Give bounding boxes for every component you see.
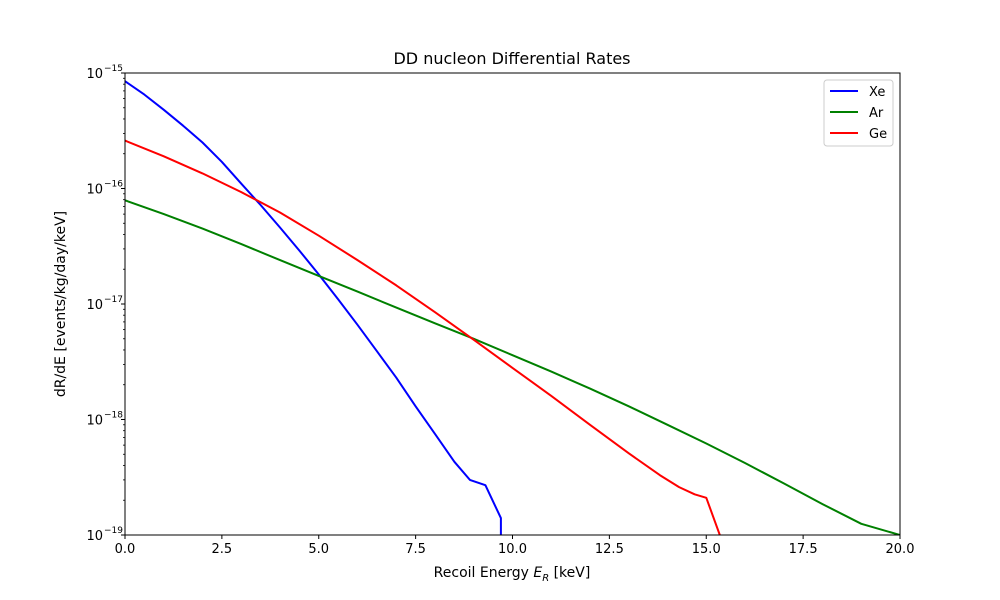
y-axis-label: dR/dE [events/kg/day/keV]	[53, 211, 69, 397]
y-tick-exponent: −16	[104, 180, 123, 190]
y-tick-base: 10	[86, 183, 103, 198]
y-tick-base: 10	[86, 298, 103, 313]
x-tick-label: 5.0	[308, 542, 329, 557]
legend-label-ar: Ar	[869, 106, 884, 121]
series-line-ar	[125, 199, 900, 535]
y-tick-base: 10	[86, 67, 103, 82]
x-axis-label-suffix: [keV]	[549, 565, 590, 581]
x-axis: 0.0 2.5 5.0 7.5 10.0 12.5 15.0 17.5 20.0	[115, 535, 915, 557]
y-tick-exponent: −19	[104, 526, 123, 536]
legend: Xe Ar Ge	[823, 79, 894, 147]
x-axis-label-variable: E	[533, 565, 542, 581]
series-line-xe	[125, 80, 502, 535]
series-line-ge	[125, 139, 721, 535]
y-tick-label: 10	[86, 67, 103, 82]
y-tick-base: 10	[86, 529, 103, 544]
y-tick-exponent: −15	[104, 64, 123, 74]
y-tick-label: 10	[86, 298, 103, 313]
x-tick-label: 17.5	[789, 542, 818, 557]
y-tick-exponent: −17	[104, 295, 123, 305]
x-axis-label-subscript: R	[542, 573, 549, 584]
x-tick-label: 15.0	[692, 542, 721, 557]
x-tick-label: 10.0	[498, 542, 527, 557]
y-tick-base: 10	[86, 414, 103, 429]
legend-label-xe: Xe	[869, 85, 885, 100]
x-tick-label: 20.0	[886, 542, 915, 557]
x-tick-label: 7.5	[405, 542, 426, 557]
legend-label-ge: Ge	[869, 127, 887, 142]
y-tick-label: 10	[86, 414, 103, 429]
chart-title: DD nucleon Differential Rates	[393, 49, 630, 68]
legend-box	[823, 79, 894, 147]
y-tick-exponent: −18	[104, 411, 123, 421]
x-tick-label: 12.5	[595, 542, 624, 557]
x-tick-label: 0.0	[115, 542, 136, 557]
x-axis-label: Recoil Energy ER [keV]	[434, 565, 591, 584]
y-tick-label: 10	[86, 529, 103, 544]
y-tick-label: 10	[86, 183, 103, 198]
series-layer	[125, 80, 900, 535]
x-tick-label: 2.5	[212, 542, 233, 557]
x-axis-label-prefix: Recoil Energy	[434, 565, 534, 581]
